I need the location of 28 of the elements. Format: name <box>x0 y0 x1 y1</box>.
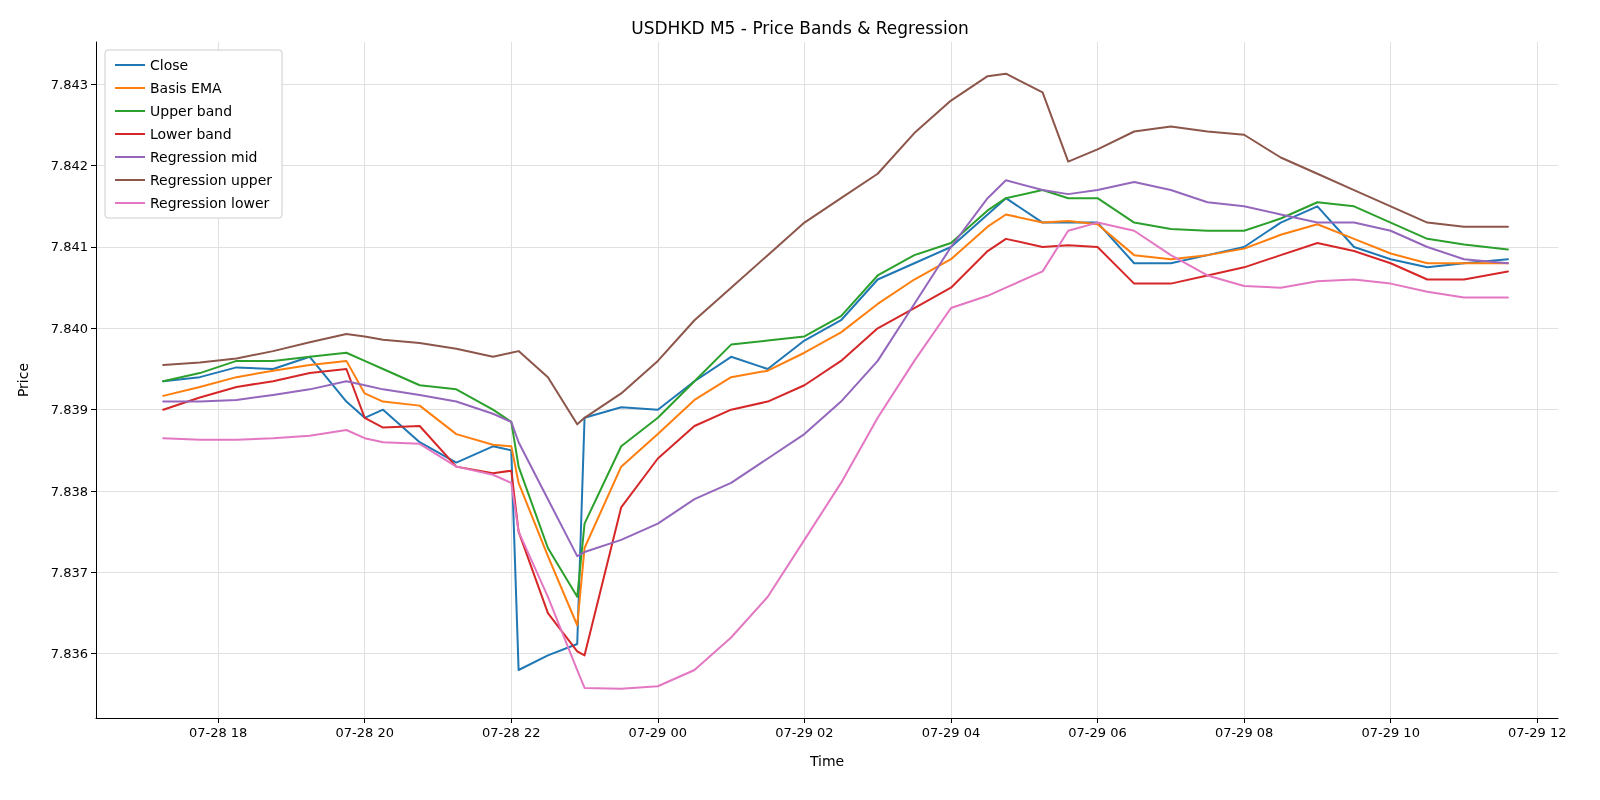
y-tick-label: 7.839 <box>50 402 88 418</box>
y-tick-label: 7.843 <box>50 76 88 92</box>
x-tick-label: 07-29 12 <box>1508 725 1567 740</box>
y-axis-title: Price <box>15 362 31 398</box>
x-tick-label: 07-28 20 <box>335 725 394 740</box>
y-tick-label: 7.841 <box>50 239 88 255</box>
x-tick-label: 07-29 00 <box>628 725 688 740</box>
legend-label: Upper band <box>150 103 233 119</box>
legend-label: Basis EMA <box>150 80 223 96</box>
legend-label: Regression mid <box>150 149 258 165</box>
legend-label: Regression upper <box>150 172 273 188</box>
x-tick-label: 07-28 22 <box>482 725 541 740</box>
legend-label: Regression lower <box>150 195 270 211</box>
x-tick-label: 07-29 10 <box>1361 725 1420 740</box>
x-tick-label: 07-29 06 <box>1068 725 1127 740</box>
chart-title: USDHKD M5 - Price Bands & Regression <box>631 17 969 38</box>
x-tick-label: 07-29 02 <box>775 725 834 740</box>
y-tick-label: 7.838 <box>50 483 88 499</box>
x-tick-label: 07-29 04 <box>921 725 981 740</box>
x-tick-label: 07-29 08 <box>1214 725 1274 740</box>
x-tick-label: 07-28 18 <box>188 725 248 740</box>
x-axis-title: Time <box>808 753 845 769</box>
legend-label: Lower band <box>150 126 232 142</box>
legend-label: Close <box>150 57 189 73</box>
y-tick-label: 7.837 <box>50 564 88 580</box>
y-tick-label: 7.842 <box>50 158 88 174</box>
y-tick-label: 7.836 <box>50 646 88 662</box>
y-tick-label: 7.840 <box>50 320 88 336</box>
